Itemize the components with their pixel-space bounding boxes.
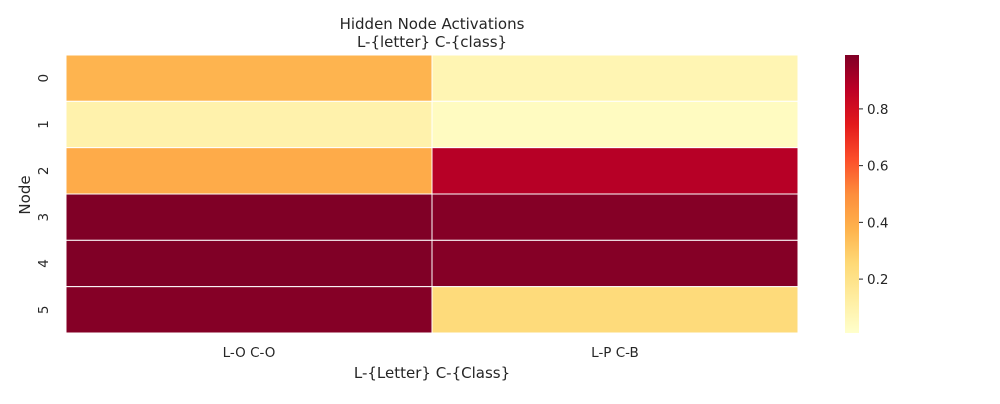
- heatmap-cell-r1-c0: [65, 100, 433, 149]
- y-tick-label: 0: [36, 74, 52, 83]
- heatmap-cell-r4-c0: [65, 239, 433, 288]
- heatmap-cell-r5-c0: [65, 286, 433, 334]
- heatmap-cell-r3-c0: [65, 193, 433, 241]
- colorbar-tick-label: 0.2: [867, 272, 888, 288]
- chart-subtitle: L-{letter} C-{class}: [357, 33, 507, 51]
- x-axis-ticks: L-O C-O L-P C-B: [223, 345, 639, 361]
- heatmap-cell-r2-c0: [65, 147, 433, 195]
- heatmap-cells: [65, 54, 799, 334]
- x-axis-label: L-{Letter} C-{Class}: [354, 364, 510, 382]
- y-tick-label: 2: [36, 167, 52, 176]
- chart-title: Hidden Node Activations: [340, 15, 525, 33]
- colorbar: [845, 55, 859, 333]
- y-tick-label: 5: [36, 306, 52, 315]
- heatmap-cell-r2-c1: [431, 147, 799, 195]
- heatmap-cell-r0-c1: [431, 54, 799, 102]
- colorbar-tick-label: 0.4: [867, 215, 888, 231]
- heatmap-cell-r0-c0: [65, 54, 433, 102]
- y-axis-ticks: 0 1 2 3 4 5: [36, 74, 52, 314]
- colorbar-tick-label: 0.6: [867, 159, 888, 175]
- y-tick-label: 1: [36, 120, 52, 129]
- colorbar-ticks: 0.2 0.4 0.6 0.8: [859, 102, 888, 288]
- y-tick-label: 4: [36, 259, 52, 268]
- colorbar-tick-label: 0.8: [867, 102, 888, 118]
- heatmap-cell-r5-c1: [431, 286, 799, 334]
- y-axis-label: Node: [16, 175, 34, 214]
- heatmap-cell-r1-c1: [431, 100, 799, 149]
- heatmap-cell-r3-c1: [431, 193, 799, 241]
- heatmap-cell-r4-c1: [431, 239, 799, 288]
- y-tick-label: 3: [36, 213, 52, 222]
- x-tick-label: L-P C-B: [591, 345, 639, 361]
- x-tick-label: L-O C-O: [223, 345, 276, 361]
